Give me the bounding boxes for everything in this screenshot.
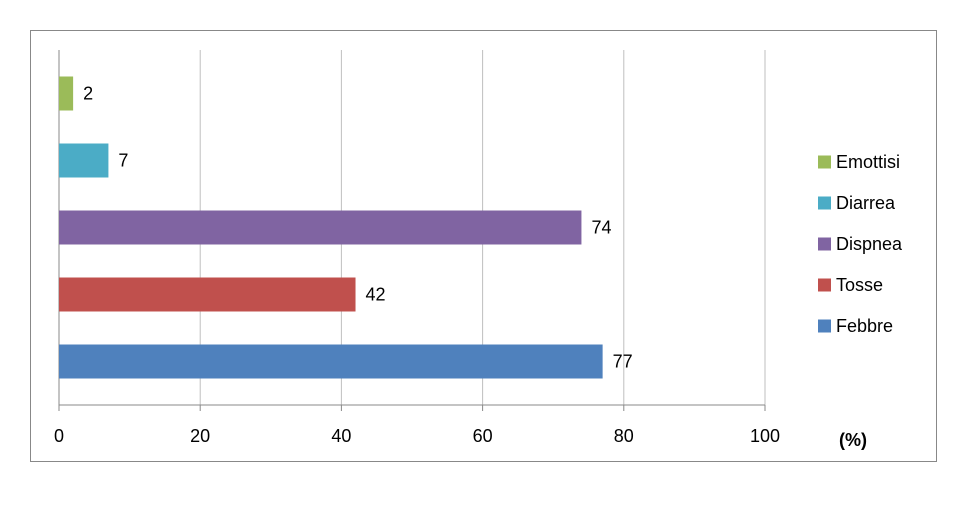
legend-label: Emottisi (836, 152, 900, 172)
legend-label: Diarrea (836, 193, 896, 213)
legend-swatch (818, 155, 831, 169)
data-label: 2 (83, 83, 93, 103)
x-tick-label: 40 (331, 426, 351, 446)
legend-label: Tosse (836, 275, 883, 295)
bar (59, 210, 582, 245)
legend-label: Dispnea (836, 234, 903, 254)
legend-swatch (818, 319, 831, 333)
x-tick-label: 0 (54, 426, 64, 446)
legend-label: Febbre (836, 316, 893, 336)
x-axis-label: (%) (839, 430, 867, 450)
legend-swatch (818, 196, 831, 210)
chart-frame (30, 30, 937, 462)
x-tick-label: 20 (190, 426, 210, 446)
bar (59, 143, 109, 178)
data-label: 77 (613, 351, 633, 371)
x-tick-label: 100 (750, 426, 780, 446)
legend-swatch (818, 237, 831, 251)
data-label: 7 (118, 150, 128, 170)
bar (59, 76, 74, 111)
bar (59, 344, 603, 379)
x-tick-label: 60 (473, 426, 493, 446)
data-label: 42 (366, 284, 386, 304)
bar (59, 277, 356, 312)
data-label: 74 (591, 217, 611, 237)
x-tick-label: 80 (614, 426, 634, 446)
legend-swatch (818, 278, 831, 292)
